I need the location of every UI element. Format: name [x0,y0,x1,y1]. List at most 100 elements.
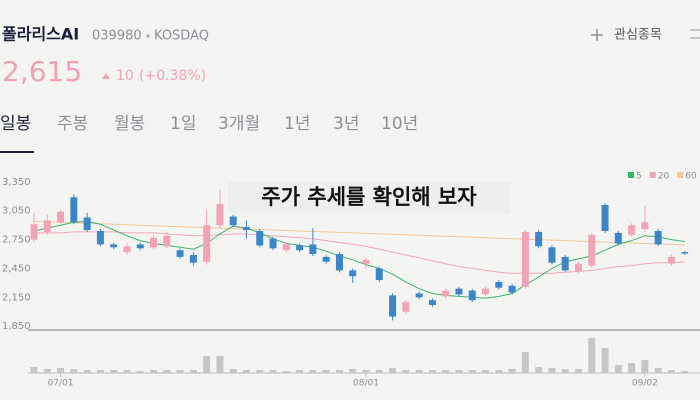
volume-bar [110,370,118,373]
legend-swatch [649,172,656,178]
stock-name: 폴라리스AI [2,25,79,44]
candle-body [508,285,516,293]
period-tab[interactable]: 주봉 [57,114,88,134]
volume-bar [375,370,383,373]
candle-body [428,300,436,306]
candlestick-chart: 3,350 3,050 2,750 2,450 2,150 1,850 5 20 60 07/01… [2,172,700,389]
volume-bar [30,367,38,373]
volume-bar [389,368,397,373]
candle-body [614,232,622,244]
watchlist-button[interactable]: 관심종목 [591,28,662,43]
period-tabs: 일봉 주봉 월봉 1일 3개월 1년 3년 10년 [0,114,418,134]
volume-bar [189,370,197,373]
volume-bar [641,360,649,373]
volume-bar [402,370,410,373]
candle-body [335,254,343,271]
legend-label: 60 [685,172,697,182]
legend-label: 20 [658,172,670,182]
period-tab[interactable]: 일봉 [0,114,31,134]
volume-bar [588,338,596,373]
volume-bar [203,356,211,373]
candle-body [574,263,582,272]
candle-body [495,281,503,288]
period-tab[interactable]: 3개월 [218,114,260,134]
menu-icon[interactable] [690,29,700,39]
volume-bar [415,370,423,373]
volume-bar [614,365,622,373]
candle-body [402,302,410,312]
candle-body [30,224,38,240]
candle-body [442,290,450,297]
volume-bar [136,371,144,373]
volume-bar [495,370,503,373]
candle-body [455,288,463,295]
candle-body [535,231,543,247]
volume-bar [428,370,436,373]
market: KOSDAQ [154,29,209,44]
period-tab[interactable]: 월봉 [114,114,145,134]
y-tick-label: 3,350 [2,177,31,188]
y-tick-label: 2,750 [2,235,31,246]
moving-average-line [33,220,685,246]
overlay-text: 주가 추세를 확인해 보자 [261,185,477,209]
candle-body [548,247,556,263]
price-change-pct: (+0.38%) [139,68,206,84]
volume-bar [508,369,516,373]
volume-bar [548,368,556,373]
candle-body [521,231,529,287]
volume-bar [163,370,171,373]
candle-body [309,244,317,255]
up-arrow [102,73,110,79]
period-tab[interactable]: 1년 [284,114,310,134]
candle-body [242,227,250,231]
volume-bar [269,370,277,373]
candle-body [176,250,184,257]
watchlist-label[interactable]: 관심종목 [614,28,662,43]
volume-bar [176,370,184,373]
period-tab[interactable]: 3년 [333,114,359,134]
volume-bar [70,369,78,373]
candle-body [136,244,144,249]
volume-bar [482,370,490,373]
volume-bar [335,370,343,373]
volume-bar [83,370,91,373]
separator-dot [146,34,150,38]
candle-body [641,222,649,230]
period-tab[interactable]: 1일 [170,114,196,134]
candle-body [150,237,158,248]
legend-swatch [628,172,634,178]
candle-body [83,217,91,231]
volume-bar [256,370,264,373]
price-change: 10 [116,68,134,84]
volume-bar [322,370,330,373]
candle-body [123,246,131,253]
volume-bar [349,369,357,373]
stock-code: 039980 [92,29,142,44]
volume-bar [455,370,463,373]
candle-body [96,230,104,245]
candle-body [482,288,490,295]
volume-bar [561,369,569,373]
legend-swatch [677,172,684,178]
candle-body [628,225,636,235]
candle-body [561,256,569,271]
candle-body [601,205,609,231]
moving-average-line [34,231,685,274]
candle-body [189,255,197,263]
volume-bar [282,371,290,373]
candle-body [57,211,65,223]
moving-average-line [33,220,685,299]
volume-bar [43,369,51,373]
volume-bar [123,370,131,373]
candle-body [362,259,370,264]
candle-body [43,220,51,232]
volume-bar [296,370,304,373]
candle-body [349,270,357,277]
y-tick-label: 2,150 [2,292,31,303]
candle-body [667,256,675,264]
candle-body [163,235,171,247]
x-tick-label: 09/02 [632,379,658,389]
period-tab[interactable]: 10년 [381,114,418,134]
active-tab-underline [0,151,34,153]
volume-bar [667,370,675,373]
